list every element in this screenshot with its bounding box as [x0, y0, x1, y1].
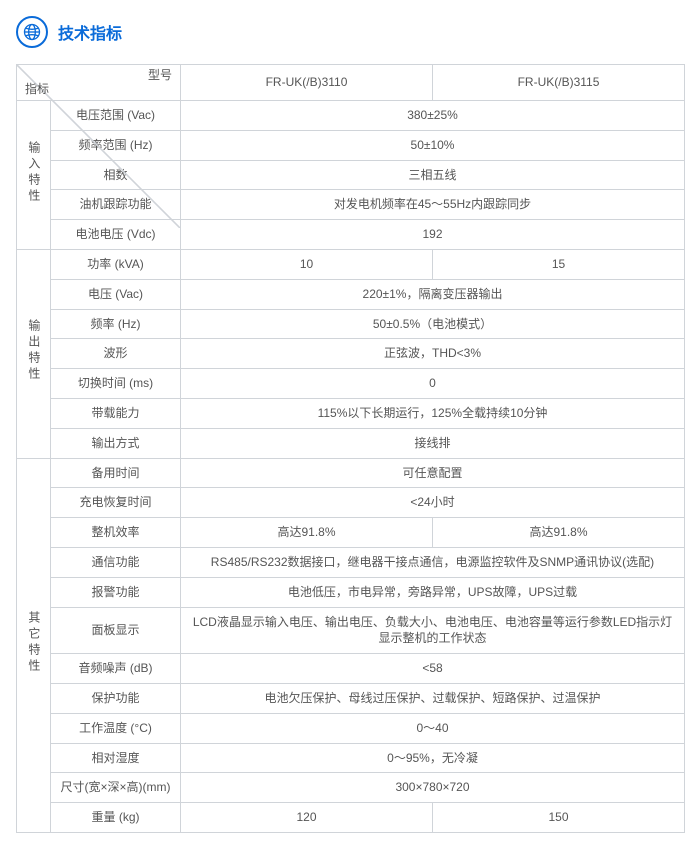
table-row: 充电恢复时间 <24小时 [17, 488, 685, 518]
table-row: 相对湿度 0～95%，无冷凝 [17, 743, 685, 773]
param-value: 可任意配置 [181, 458, 685, 488]
param-value: <24小时 [181, 488, 685, 518]
table-row: 保护功能 电池欠压保护、母线过压保护、过载保护、短路保护、过温保护 [17, 683, 685, 713]
table-row: 油机跟踪功能 对发电机频率在45～55Hz内跟踪同步 [17, 190, 685, 220]
table-row: 工作温度 (°C) 0～40 [17, 713, 685, 743]
table-row: 频率 (Hz) 50±0.5%（电池模式） [17, 309, 685, 339]
table-row: 尺寸(宽×深×高)(mm) 300×780×720 [17, 773, 685, 803]
table-header-row: 型号 指标 FR-UK(/B)3110 FR-UK(/B)3115 [17, 65, 685, 101]
param-label: 油机跟踪功能 [51, 190, 181, 220]
table-row: 输出方式 接线排 [17, 428, 685, 458]
param-label: 电压范围 (Vac) [51, 101, 181, 131]
table-row: 整机效率 高达91.8% 高达91.8% [17, 518, 685, 548]
param-value: 正弦波，THD<3% [181, 339, 685, 369]
param-value: 三相五线 [181, 160, 685, 190]
table-row: 音频噪声 (dB) <58 [17, 654, 685, 684]
param-label: 频率范围 (Hz) [51, 130, 181, 160]
group-input: 输入特性 [17, 101, 51, 250]
section-header: 技术指标 [16, 16, 684, 48]
table-row: 带载能力 115%以下长期运行，125%全载持续10分钟 [17, 398, 685, 428]
table-row: 切换时间 (ms) 0 [17, 369, 685, 399]
table-row: 面板显示 LCD液晶显示输入电压、输出电压、负载大小、电池电压、电池容量等运行参… [17, 607, 685, 654]
param-label: 功率 (kVA) [51, 249, 181, 279]
param-label: 报警功能 [51, 577, 181, 607]
param-value: 电池低压，市电异常，旁路异常，UPS故障，UPS过载 [181, 577, 685, 607]
param-label: 重量 (kg) [51, 803, 181, 833]
param-value: LCD液晶显示输入电压、输出电压、负载大小、电池电压、电池容量等运行参数LED指… [181, 607, 685, 654]
param-label: 相对湿度 [51, 743, 181, 773]
param-value: 300×780×720 [181, 773, 685, 803]
section-title: 技术指标 [58, 20, 122, 44]
param-label: 输出方式 [51, 428, 181, 458]
param-label: 相数 [51, 160, 181, 190]
param-value: 0～40 [181, 713, 685, 743]
group-other: 其它特性 [17, 458, 51, 832]
param-value: <58 [181, 654, 685, 684]
param-label: 电压 (Vac) [51, 279, 181, 309]
param-label: 切换时间 (ms) [51, 369, 181, 399]
param-value: 150 [433, 803, 685, 833]
param-value: 10 [181, 249, 433, 279]
table-row: 输入特性 电压范围 (Vac) 380±25% [17, 101, 685, 131]
param-label: 电池电压 (Vdc) [51, 220, 181, 250]
table-row: 其它特性 备用时间 可任意配置 [17, 458, 685, 488]
param-value: 15 [433, 249, 685, 279]
header-index-label: 指标 [25, 81, 49, 98]
param-label: 带载能力 [51, 398, 181, 428]
param-value: 50±0.5%（电池模式） [181, 309, 685, 339]
param-value: 192 [181, 220, 685, 250]
param-value: RS485/RS232数据接口，继电器干接点通信，电源监控软件及SNMP通讯协议… [181, 547, 685, 577]
param-value: 115%以下长期运行，125%全载持续10分钟 [181, 398, 685, 428]
param-value: 50±10% [181, 130, 685, 160]
param-value: 高达91.8% [433, 518, 685, 548]
param-value: 380±25% [181, 101, 685, 131]
param-label: 尺寸(宽×深×高)(mm) [51, 773, 181, 803]
param-label: 保护功能 [51, 683, 181, 713]
table-row: 频率范围 (Hz) 50±10% [17, 130, 685, 160]
table-row: 波形 正弦波，THD<3% [17, 339, 685, 369]
table-row: 输出特性 功率 (kVA) 10 15 [17, 249, 685, 279]
param-label: 通信功能 [51, 547, 181, 577]
header-diagonal-cell: 型号 指标 [17, 65, 181, 101]
spec-table: 型号 指标 FR-UK(/B)3110 FR-UK(/B)3115 输入特性 电… [16, 64, 685, 833]
table-row: 电池电压 (Vdc) 192 [17, 220, 685, 250]
param-label: 面板显示 [51, 607, 181, 654]
param-label: 充电恢复时间 [51, 488, 181, 518]
param-label: 频率 (Hz) [51, 309, 181, 339]
param-value: 对发电机频率在45～55Hz内跟踪同步 [181, 190, 685, 220]
param-label: 工作温度 (°C) [51, 713, 181, 743]
table-row: 重量 (kg) 120 150 [17, 803, 685, 833]
param-label: 备用时间 [51, 458, 181, 488]
param-label: 整机效率 [51, 518, 181, 548]
param-value: 0 [181, 369, 685, 399]
header-model-label: 型号 [148, 67, 172, 84]
globe-icon [16, 16, 48, 48]
param-value: 接线排 [181, 428, 685, 458]
header-model-2: FR-UK(/B)3115 [433, 65, 685, 101]
param-label: 音频噪声 (dB) [51, 654, 181, 684]
table-row: 电压 (Vac) 220±1%，隔离变压器输出 [17, 279, 685, 309]
param-value: 0～95%，无冷凝 [181, 743, 685, 773]
param-value: 高达91.8% [181, 518, 433, 548]
param-value: 120 [181, 803, 433, 833]
table-row: 相数 三相五线 [17, 160, 685, 190]
table-row: 报警功能 电池低压，市电异常，旁路异常，UPS故障，UPS过载 [17, 577, 685, 607]
header-model-1: FR-UK(/B)3110 [181, 65, 433, 101]
param-label: 波形 [51, 339, 181, 369]
param-value: 220±1%，隔离变压器输出 [181, 279, 685, 309]
table-row: 通信功能 RS485/RS232数据接口，继电器干接点通信，电源监控软件及SNM… [17, 547, 685, 577]
group-output: 输出特性 [17, 249, 51, 458]
param-value: 电池欠压保护、母线过压保护、过载保护、短路保护、过温保护 [181, 683, 685, 713]
